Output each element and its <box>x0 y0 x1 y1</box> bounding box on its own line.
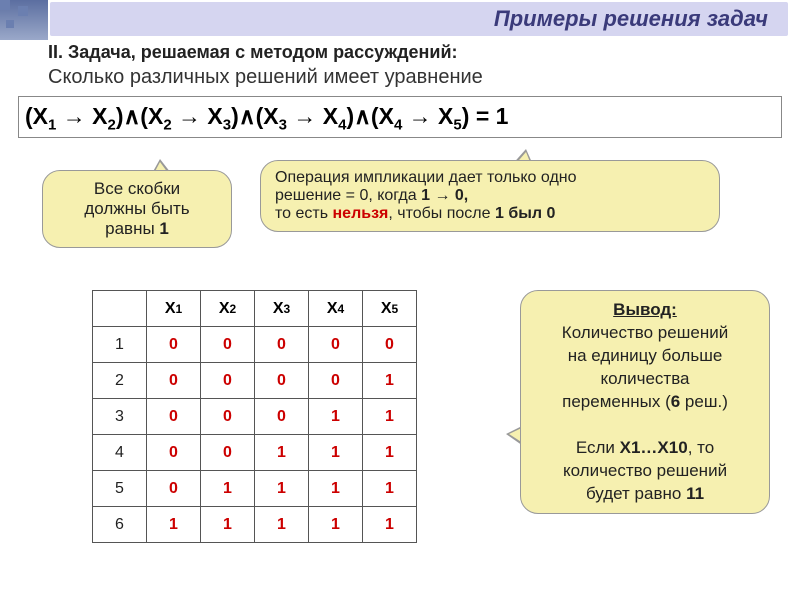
cell-value: 0 <box>255 327 309 363</box>
cell-value: 1 <box>255 507 309 543</box>
cell-value: 1 <box>363 399 417 435</box>
cell-value: 1 <box>309 399 363 435</box>
row-number: 4 <box>93 435 147 471</box>
cell-value: 0 <box>201 399 255 435</box>
callout-text: Операция импликации дает только одно <box>275 169 577 186</box>
callout-text: , то <box>688 438 715 457</box>
cell-value: 0 <box>255 363 309 399</box>
slide-title: Примеры решения задач <box>50 2 788 36</box>
cell-value: 1 <box>309 471 363 507</box>
cell-value: 1 <box>363 471 417 507</box>
callout-text: 1 <box>159 219 168 238</box>
callout-brackets-must-be-1: Все скобки должны быть равны 1 <box>42 170 232 248</box>
cell-value: 0 <box>147 327 201 363</box>
cell-value: 1 <box>255 471 309 507</box>
callout-text: Количество решений <box>562 323 728 342</box>
table-header: X5 <box>363 291 417 327</box>
callout-text: решение = 0, когда <box>275 187 421 204</box>
callout-text: X1…X10 <box>620 438 688 457</box>
callout-text: 11 <box>686 484 704 503</box>
row-number: 5 <box>93 471 147 507</box>
cell-value: 0 <box>201 435 255 471</box>
callout-heading: Вывод: <box>613 300 677 319</box>
table-row: 400111 <box>93 435 417 471</box>
table-row: 501111 <box>93 471 417 507</box>
callout-text: Все скобки <box>94 179 180 198</box>
table-row: 611111 <box>93 507 417 543</box>
equation-rhs: = 1 <box>476 103 509 129</box>
cell-value: 0 <box>309 363 363 399</box>
callout-conclusion: Вывод: Количество решений на единицу бол… <box>520 290 770 514</box>
table-header: X4 <box>309 291 363 327</box>
callout-text: количество решений <box>563 461 727 480</box>
problem-question: Сколько различных решений имеет уравнени… <box>48 66 483 89</box>
callout-implication-rule: Операция импликации дает только одно реш… <box>260 160 720 232</box>
cell-value: 0 <box>147 471 201 507</box>
truth-table: X1 X2 X3 X4 X5 1000002000013000114001115… <box>92 290 417 543</box>
table-header: X2 <box>201 291 255 327</box>
cell-value: 1 <box>363 435 417 471</box>
callout-text: , чтобы после <box>388 205 495 222</box>
table-header: X1 <box>147 291 201 327</box>
cell-value: 1 <box>309 435 363 471</box>
table-row: 200001 <box>93 363 417 399</box>
callout-text: нельзя <box>333 205 389 222</box>
callout-text: то есть <box>275 205 333 222</box>
callout-text: переменных ( <box>562 392 671 411</box>
table-row: 100000 <box>93 327 417 363</box>
callout-text: 6 <box>671 392 680 411</box>
cell-value: 1 <box>255 435 309 471</box>
callout-text: 1 был 0 <box>495 205 555 222</box>
accent-squares-deco <box>0 0 40 40</box>
row-number: 6 <box>93 507 147 543</box>
callout-text: реш.) <box>680 392 728 411</box>
table-header-row: X1 X2 X3 X4 X5 <box>93 291 417 327</box>
cell-value: 1 <box>201 471 255 507</box>
row-number: 3 <box>93 399 147 435</box>
table-header: X3 <box>255 291 309 327</box>
callout-text: будет равно <box>586 484 686 503</box>
callout-text: равны <box>105 219 159 238</box>
problem-heading: II. Задача, решаемая с методом рассужден… <box>48 42 458 63</box>
equation-box: (X1 → X2)∧(X2 → X3)∧(X3 → X4)∧(X4 → X5) … <box>18 96 782 138</box>
cell-value: 0 <box>255 399 309 435</box>
callout-text: на единицу больше <box>568 346 723 365</box>
cell-value: 0 <box>147 435 201 471</box>
cell-value: 1 <box>201 507 255 543</box>
cell-value: 1 <box>363 507 417 543</box>
cell-value: 0 <box>147 399 201 435</box>
cell-value: 1 <box>309 507 363 543</box>
cell-value: 1 <box>147 507 201 543</box>
callout-text: количества <box>600 369 689 388</box>
table-corner <box>93 291 147 327</box>
cell-value: 0 <box>201 363 255 399</box>
cell-value: 1 <box>363 363 417 399</box>
row-number: 1 <box>93 327 147 363</box>
cell-value: 0 <box>309 327 363 363</box>
table-row: 300011 <box>93 399 417 435</box>
cell-value: 0 <box>201 327 255 363</box>
callout-text: Если <box>576 438 620 457</box>
row-number: 2 <box>93 363 147 399</box>
cell-value: 0 <box>147 363 201 399</box>
cell-value: 0 <box>363 327 417 363</box>
callout-text: должны быть <box>84 199 189 218</box>
callout-text: 1 → 0, <box>421 187 468 204</box>
